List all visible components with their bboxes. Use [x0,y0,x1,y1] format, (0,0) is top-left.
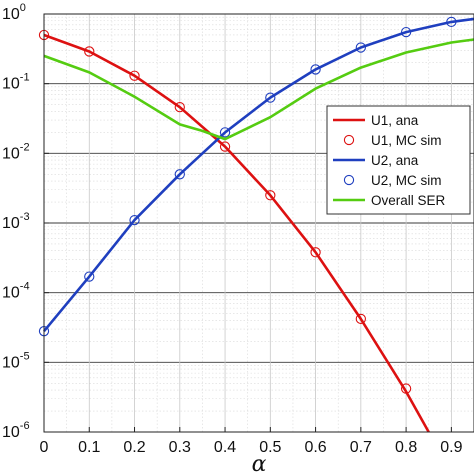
x-tick-label: 0.4 [214,439,236,456]
y-axis-ticks: 10-6 10-5 10-4 10-3 10-2 10-1 100 [2,2,49,441]
legend-label: U2, ana [371,153,419,168]
legend-label: U2, MC sim [371,173,442,188]
x-tick-label: 0 [40,439,49,456]
y-tick-label: 10-3 [2,211,30,232]
series-line-1 [43,33,430,433]
y-tick-label: 10-5 [2,350,30,371]
series-line-3 [42,17,474,333]
y-tick-label: 10-6 [2,420,30,441]
x-axis-ticks: 0 0.1 0.2 0.3 0.4 0.5 0.6 0.7 0.8 0.9 [40,427,463,456]
data-point-marker [174,102,185,113]
data-point-marker [310,64,321,75]
data-point-marker [129,70,140,81]
x-tick-label: 0.8 [395,439,417,456]
legend-marker-swatch [343,174,355,186]
x-axis-label: α [252,452,267,474]
y-tick-label: 10-2 [2,141,30,162]
data-point-marker [84,46,95,57]
x-tick-label: 0.2 [123,439,145,456]
data-point-marker [310,247,321,258]
data-point-marker [400,26,412,38]
data-point-marker [219,141,231,152]
y-tick-label: 100 [2,2,26,23]
series-line-5 [43,38,474,141]
data-point-marker [400,383,412,394]
data-point-marker [446,16,457,28]
data-point-marker [265,190,276,201]
y-tick-label: 10-4 [2,281,30,302]
legend-label: Overall SER [371,193,446,208]
data-point-marker [219,127,231,138]
legend-marker-swatch [343,134,355,146]
data-point-marker [174,169,185,180]
legend-label: U1, MC sim [371,133,442,148]
x-tick-label: 0.3 [169,439,191,456]
data-point-marker [84,271,95,282]
data-point-marker [129,214,140,226]
x-tick-label: 0.9 [440,439,462,456]
data-point-marker [265,92,276,103]
data-point-marker [355,42,366,53]
data-point-marker [355,313,366,325]
series-layer [38,16,474,433]
legend-label: U1, ana [371,113,419,128]
legend: U1, ana U1, MC sim U2, ana U2, MC sim Overal… [326,105,471,215]
x-tick-label: 0.1 [78,439,100,456]
x-tick-label: 0.6 [304,439,326,456]
x-tick-label: 0.5 [259,439,281,456]
x-tick-label: 0.7 [350,439,372,456]
y-tick-label: 10-1 [2,72,30,93]
